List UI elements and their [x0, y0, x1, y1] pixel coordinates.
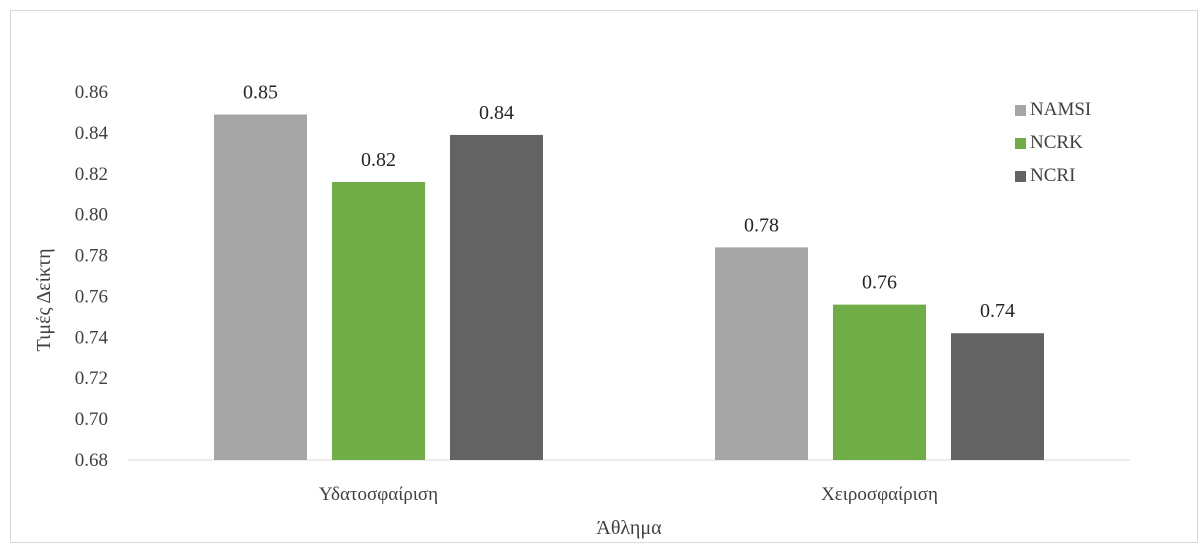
legend-swatch	[1015, 138, 1026, 149]
legend-swatch	[1015, 171, 1026, 182]
bar-ncrk-1	[332, 181, 425, 460]
bars	[214, 114, 1044, 460]
y-tick-label: 0.86	[75, 82, 108, 103]
y-tick-label: 0.84	[75, 123, 109, 144]
y-tick-label: 0.80	[75, 205, 108, 226]
category-label: Υδατοσφαίριση	[319, 484, 438, 505]
category-label: Χειροσφαίριση	[821, 484, 938, 505]
legend-label: NCRK	[1030, 132, 1083, 153]
y-tick-label: 0.82	[75, 164, 108, 185]
y-axis-ticks: 0.68 0.70 0.72 0.74 0.76 0.78 0.80 0.82 0.84 0.86	[75, 82, 109, 471]
data-labels: 0.85 0.82 0.84 0.78 0.76 0.74	[243, 81, 1015, 322]
y-tick-label: 0.78	[75, 246, 108, 267]
bar-namsi-2	[715, 247, 808, 460]
legend: NAMSI NCRK NCRI	[1015, 99, 1091, 186]
y-tick-label: 0.68	[75, 450, 108, 471]
legend-swatch	[1015, 105, 1026, 116]
x-axis-title: Άθλημα	[596, 517, 662, 539]
bar-ncri-1	[450, 134, 543, 460]
bar-namsi-1	[214, 114, 307, 460]
y-tick-label: 0.70	[75, 409, 108, 430]
bar-ncri-2	[951, 333, 1044, 460]
legend-label: NCRI	[1030, 165, 1075, 186]
data-label: 0.76	[862, 272, 897, 294]
legend-label: NAMSI	[1030, 99, 1091, 120]
y-axis-title: Τιμές Δείκτη	[33, 248, 55, 351]
data-label: 0.78	[744, 214, 779, 236]
data-label: 0.84	[479, 102, 514, 124]
y-tick-label: 0.74	[75, 327, 109, 348]
data-label: 0.82	[361, 149, 396, 171]
bar-ncrk-2	[833, 304, 926, 460]
y-tick-label: 0.76	[75, 286, 108, 307]
category-labels: Υδατοσφαίριση Χειροσφαίριση	[319, 484, 938, 505]
data-label: 0.74	[980, 300, 1015, 322]
data-label: 0.85	[243, 81, 278, 103]
y-tick-label: 0.72	[75, 368, 108, 389]
